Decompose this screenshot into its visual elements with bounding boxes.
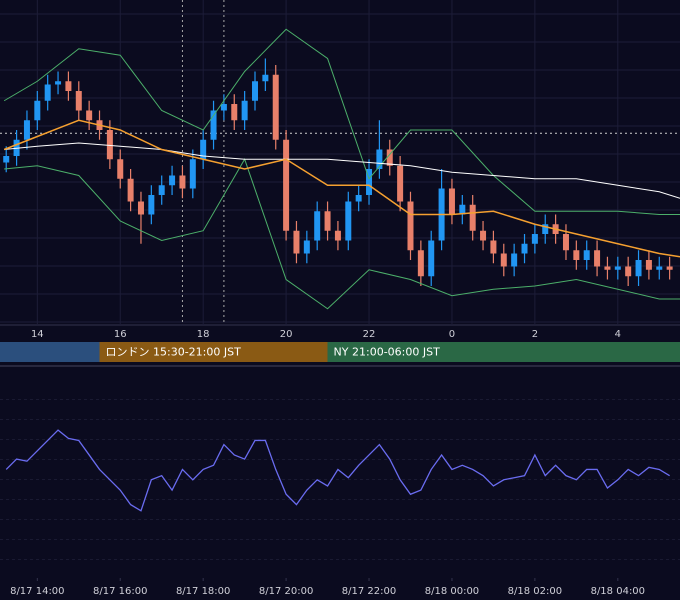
x-tick-label: 4 (615, 329, 621, 340)
x-tick-label: 0 (449, 329, 455, 340)
candle-body (65, 81, 72, 91)
candle-body (189, 159, 196, 189)
x-tick-label: 8/17 20:00 (259, 586, 313, 597)
indicator-line (4, 158, 680, 310)
session-band (327, 342, 680, 362)
candle-body (407, 201, 414, 251)
candle-body (158, 185, 165, 195)
candle-body (366, 169, 373, 195)
candle-body (127, 178, 134, 202)
candle-body (480, 230, 487, 241)
candle-body (448, 188, 455, 215)
session-label: ロンドン 15:30-21:00 JST (106, 346, 242, 359)
candle-body (231, 104, 238, 121)
candle-body (179, 175, 186, 189)
candle-body (200, 139, 207, 160)
x-tick-label: 8/18 02:00 (508, 586, 562, 597)
candle-body (397, 165, 404, 202)
main-pane (0, 0, 680, 325)
x-tick-label: 2 (532, 329, 538, 340)
candle-body (521, 243, 528, 254)
x-tick-label: 8/17 14:00 (10, 586, 64, 597)
candle-body (303, 240, 310, 254)
osc-grid (0, 388, 680, 568)
candle-body (148, 195, 155, 215)
candle-body (490, 240, 497, 254)
candle-body (137, 201, 144, 215)
candle-body (44, 84, 51, 101)
session-band (99, 342, 328, 362)
candle-body (376, 149, 383, 169)
main-grid (0, 0, 680, 325)
candle-body (262, 74, 269, 82)
candle-body (293, 230, 300, 254)
candle-body (241, 100, 248, 121)
x-tick-label: 22 (363, 329, 376, 340)
x-tick-label: 8/17 22:00 (342, 586, 396, 597)
candle-body (511, 253, 518, 267)
x-tick-label: 8/17 18:00 (176, 586, 230, 597)
candle-body (169, 175, 176, 186)
candle-body (3, 156, 10, 163)
candle-body (86, 110, 93, 121)
candle-body (500, 253, 507, 267)
candle-body (614, 266, 621, 270)
candle-body (594, 250, 601, 267)
candle-body (324, 211, 331, 231)
candle-body (34, 100, 41, 121)
candle-body (386, 149, 393, 166)
candle-body (314, 211, 321, 241)
candle-body (117, 159, 124, 179)
candle-body (562, 234, 569, 251)
candle-body (55, 81, 62, 85)
candle-body (272, 74, 279, 140)
x-tick-label: 8/18 00:00 (425, 586, 479, 597)
session-label: NY 21:00-06:00 JST (334, 346, 441, 359)
indicator-line (3, 119, 680, 258)
oscillator-line (5, 429, 670, 512)
candle-body (635, 260, 642, 277)
candle-body (355, 195, 362, 202)
candle-body (283, 139, 290, 231)
indicator-line (3, 28, 680, 215)
candle-body (210, 110, 217, 140)
candle-body (428, 240, 435, 277)
candle-body (542, 224, 549, 234)
candle-body (573, 250, 580, 260)
x-tick-label: 8/18 04:00 (591, 586, 645, 597)
candle-body (252, 81, 258, 101)
candle-body (604, 266, 611, 270)
candle-body (469, 204, 476, 231)
candle-body (531, 234, 538, 244)
candle-body (106, 130, 113, 160)
candle-body (656, 266, 663, 270)
candle-body (220, 104, 227, 111)
candle-body (23, 120, 30, 140)
x-tick-label: 14 (31, 329, 44, 340)
x-tick-label: 18 (197, 329, 210, 340)
candle-body (666, 266, 673, 270)
candle-body (645, 260, 652, 270)
candle-body (625, 266, 632, 277)
candle-body (75, 91, 82, 111)
indicator-line (4, 142, 680, 199)
x-tick-label: 8/17 16:00 (93, 586, 147, 597)
candle-body (583, 250, 590, 260)
x-tick-label: 20 (280, 329, 293, 340)
candle-body (459, 204, 466, 215)
candle-body (334, 230, 341, 241)
x-tick-label: 16 (114, 329, 127, 340)
candle-body (345, 201, 352, 241)
candle-body (417, 250, 424, 277)
